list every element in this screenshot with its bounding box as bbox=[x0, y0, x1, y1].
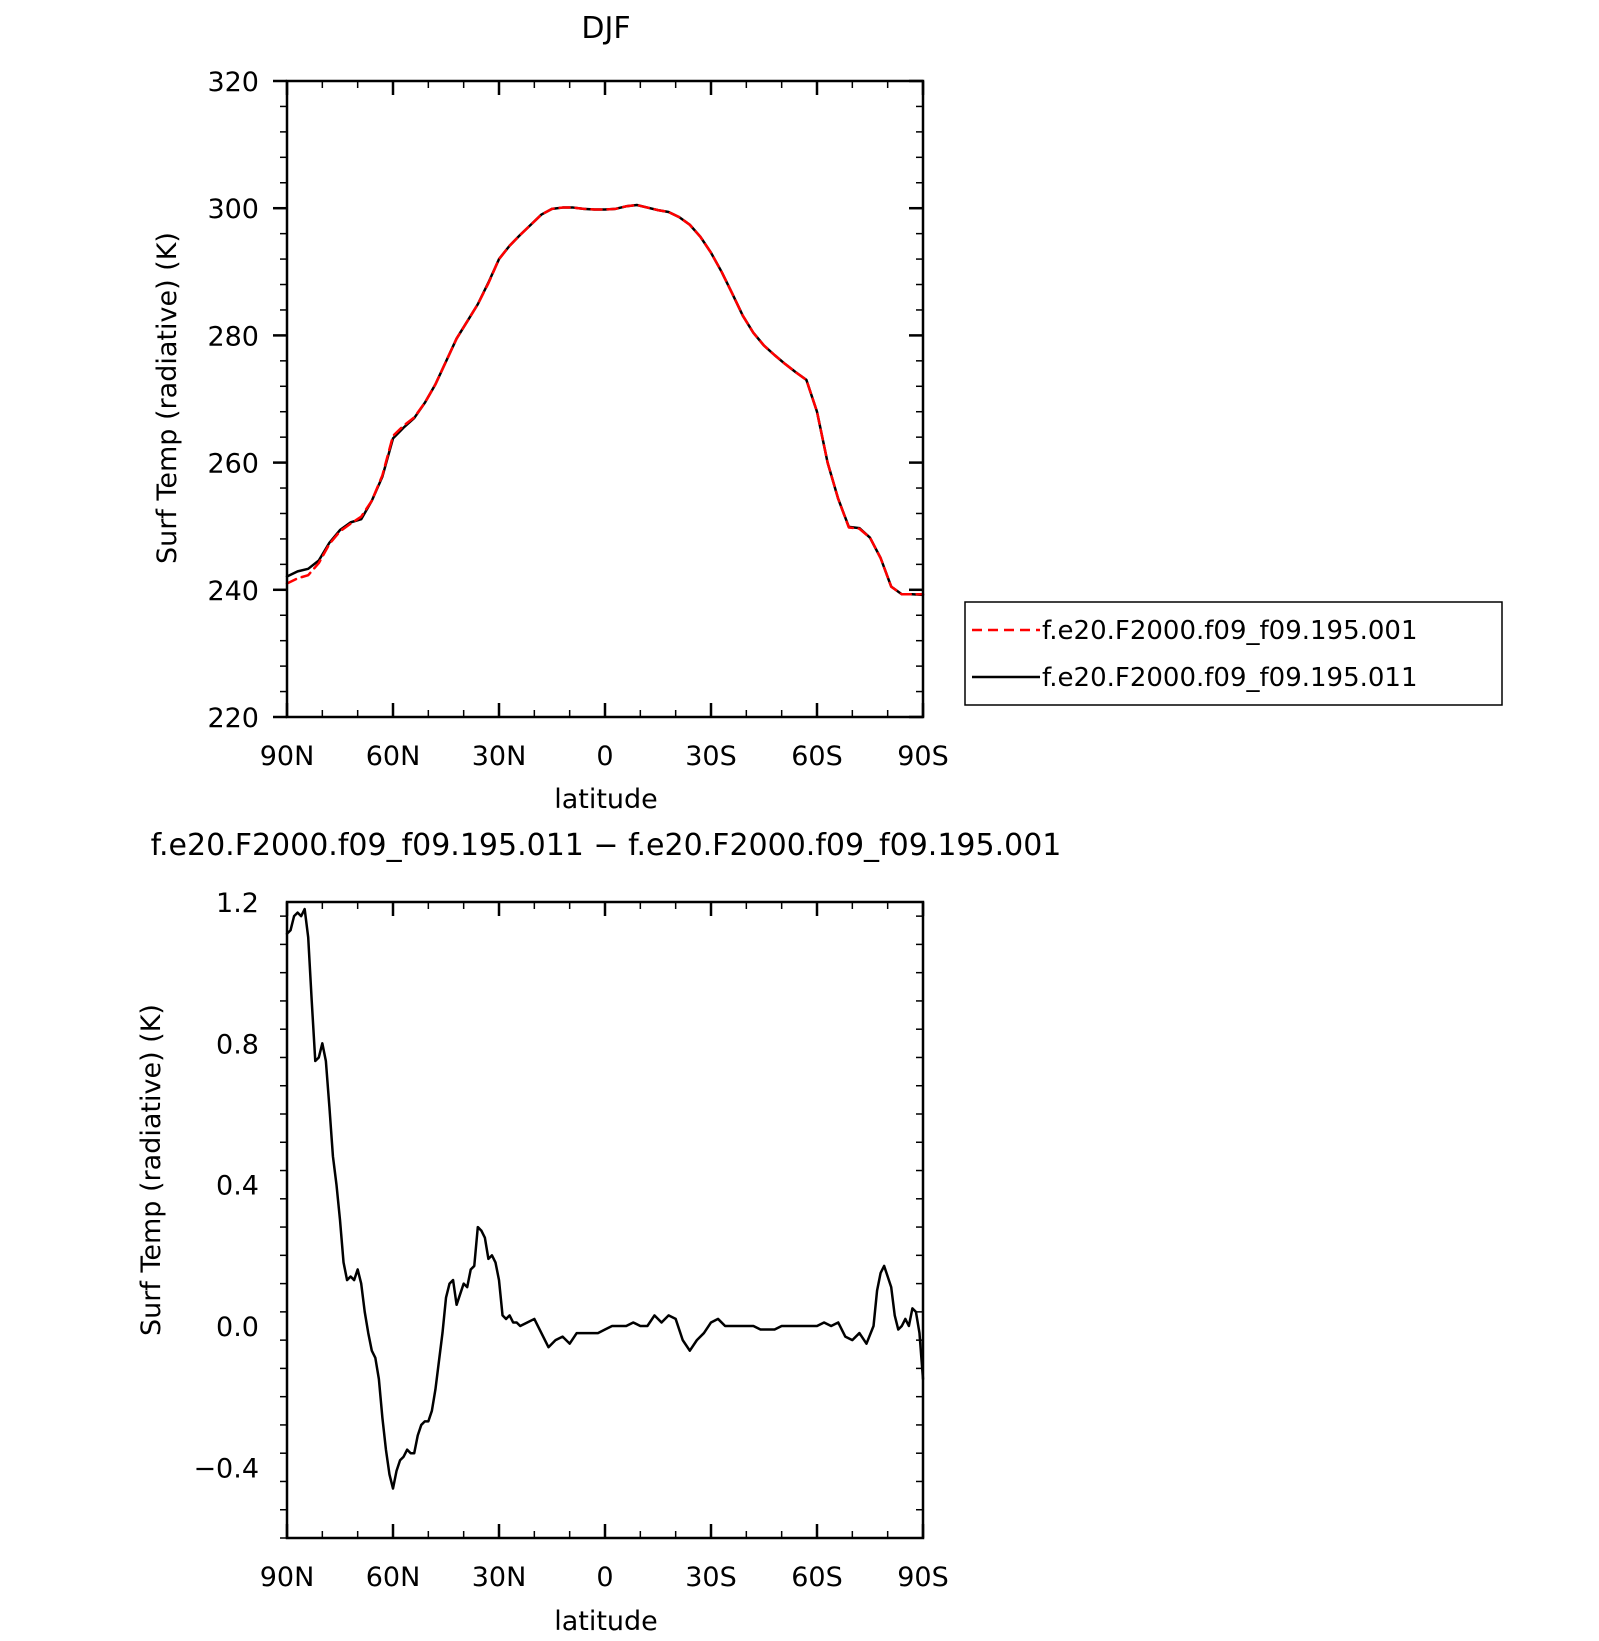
x-tick-label: 30N bbox=[472, 1562, 527, 1593]
x-tick-label: 60S bbox=[791, 741, 843, 772]
y-tick-label: 1.2 bbox=[216, 888, 259, 919]
y-tick-label: 300 bbox=[207, 194, 259, 225]
y-tick-label: 280 bbox=[207, 321, 259, 352]
y-tick-label: 0.0 bbox=[216, 1312, 259, 1343]
x-tick-label: 60S bbox=[791, 1562, 843, 1593]
y-tick-label: 240 bbox=[207, 576, 259, 607]
chart-bottom-difference: f.e20.F2000.f09_f09.195.011 − f.e20.F200… bbox=[136, 828, 1061, 1637]
y-tick-label: 320 bbox=[207, 67, 259, 98]
legend-box bbox=[964, 601, 1503, 706]
x-tick-label: 30S bbox=[685, 741, 737, 772]
plot-frame bbox=[285, 79, 925, 719]
x-tick-label: 90S bbox=[897, 1562, 949, 1593]
tick-labels: 90N 60N 30N 0 30S 60S 90S −0.4 0.0 0.4 0.8 1.2 bbox=[193, 888, 948, 1593]
x-tick-label: 90S bbox=[897, 741, 949, 772]
legend: f.e20.F2000.f09_f09.195.001 f.e20.F2000.… bbox=[964, 601, 1503, 706]
chart-title: DJF bbox=[581, 11, 630, 46]
y-axis-label: Surf Temp (radiative) (K) bbox=[152, 232, 183, 564]
x-tick-label: 30S bbox=[685, 1562, 737, 1593]
y-tick-label: −0.4 bbox=[193, 1453, 259, 1484]
x-axis-label: latitude bbox=[554, 1606, 658, 1637]
y-tick-label: 0.4 bbox=[216, 1171, 259, 1202]
series-line-1 bbox=[285, 907, 925, 1490]
y-tick-label: 220 bbox=[207, 703, 259, 734]
x-tick-label: 60N bbox=[366, 1562, 421, 1593]
series-lines bbox=[285, 907, 925, 1490]
legend-label-series-2: f.e20.F2000.f09_f09.195.011 bbox=[1042, 663, 1418, 693]
plot-frame bbox=[285, 900, 925, 1540]
series-line-2 bbox=[285, 203, 925, 597]
legend-label-series-1: f.e20.F2000.f09_f09.195.001 bbox=[1042, 616, 1418, 646]
chart-top-djf: DJF Surf Temp (radiative) (K) latitude 9… bbox=[152, 11, 1503, 815]
y-axis-label: Surf Temp (radiative) (K) bbox=[136, 1004, 167, 1336]
y-tick-label: 260 bbox=[207, 449, 259, 480]
tick-labels: 90N 60N 30N 0 30S 60S 90S 220 240 260 280 300 320 bbox=[207, 67, 948, 772]
x-axis-label: latitude bbox=[554, 784, 658, 815]
series-lines bbox=[285, 203, 925, 597]
x-tick-label: 0 bbox=[596, 741, 613, 772]
x-tick-label: 90N bbox=[260, 741, 315, 772]
x-tick-label: 90N bbox=[260, 1562, 315, 1593]
x-tick-label: 60N bbox=[366, 741, 421, 772]
x-tick-label: 0 bbox=[596, 1562, 613, 1593]
y-tick-label: 0.8 bbox=[216, 1029, 259, 1060]
chart-title: f.e20.F2000.f09_f09.195.011 − f.e20.F200… bbox=[151, 828, 1062, 863]
x-tick-label: 30N bbox=[472, 741, 527, 772]
